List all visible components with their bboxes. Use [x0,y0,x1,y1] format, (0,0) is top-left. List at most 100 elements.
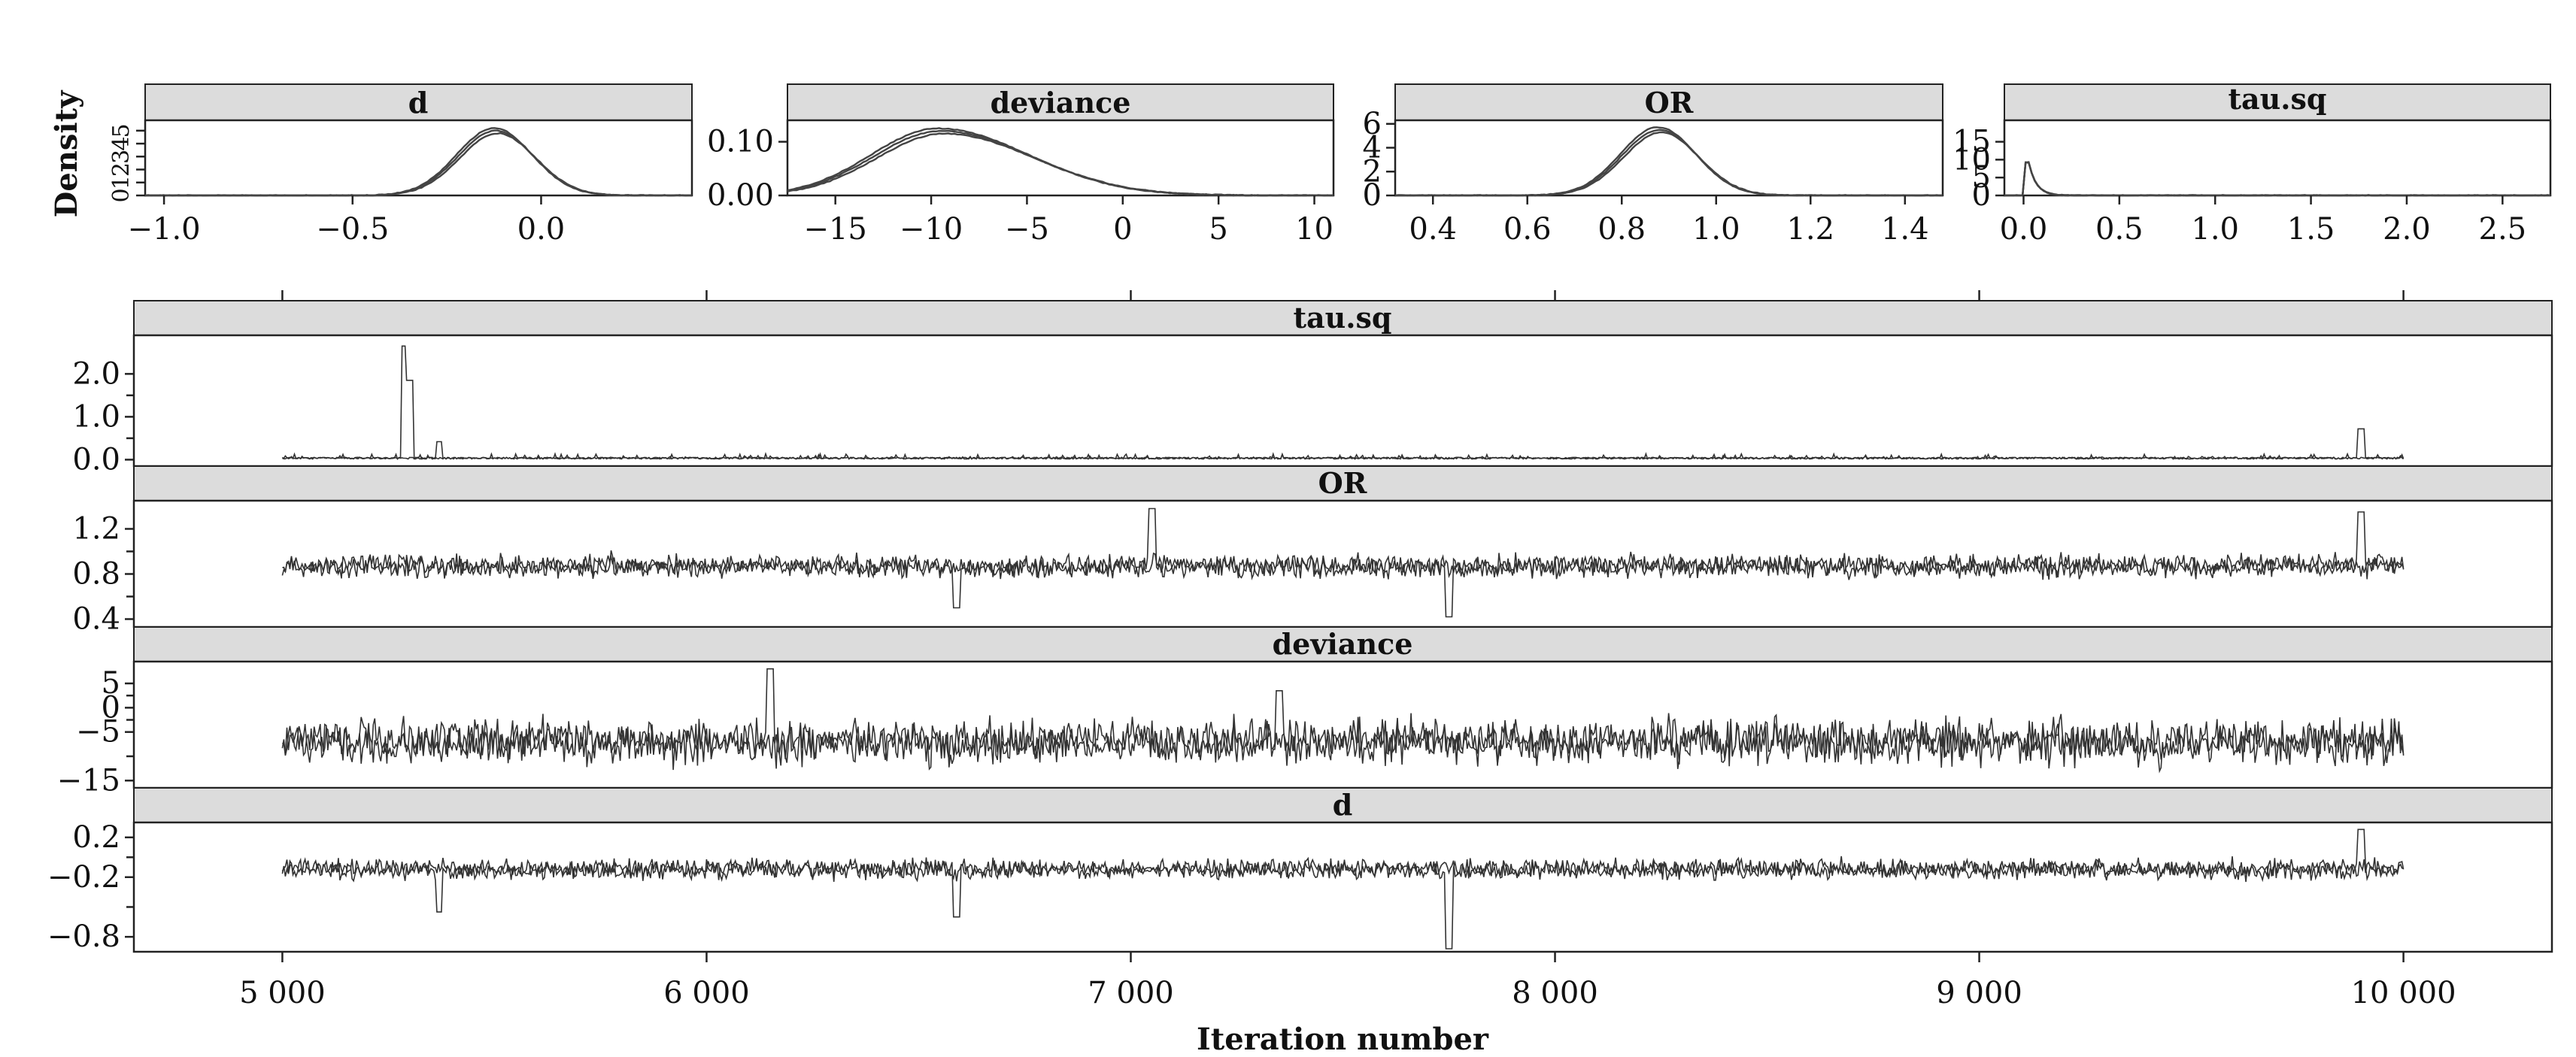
y-tick-label: 0 [1363,178,1382,213]
y-tick-label: 0.0 [72,442,120,477]
x-tick-label: 5 [1209,212,1227,247]
x-tick-label: 6 000 [663,976,750,1010]
strip-label-or: OR [1645,86,1694,120]
plot-frame-or [1394,119,1944,197]
strip-d [144,83,693,121]
x-tick-label: 0.0 [517,212,566,247]
plot-frame-deviance [786,119,1335,197]
density-line [2004,161,2551,197]
y-tick-label: 1.0 [72,399,120,434]
strip-or [1394,83,1943,121]
strip-label-trace-d: d [1333,788,1353,822]
x-tick-label: 7 000 [1088,976,1174,1010]
trace-x-axis: 5 000 6 000 7 000 8 000 9 000 10 000 [239,290,2456,1010]
x-tick-label: −5 [1005,212,1049,247]
density-line [2004,161,2551,197]
y-tick-label: 0.10 [707,125,774,159]
trace-line [282,345,2405,460]
trace-panel-deviance: deviance −15 −505 [57,626,2553,798]
density-line [787,129,1334,197]
y-tick-label: 4 [108,136,135,150]
density-line [144,127,693,197]
y-tick-label: −0.2 [47,860,120,895]
x-tick-label: 0.6 [1503,212,1552,247]
y-tick-label: 2 [108,162,135,177]
y-tick-label: 0 [1972,178,1991,213]
strip-deviance [787,83,1334,121]
strip-trace-or [133,465,2553,501]
density-line [1394,131,1943,197]
strip-label-trace-or: OR [1318,466,1367,500]
x-tick-label: −0.5 [316,212,389,247]
trace-line [281,668,2405,774]
y-tick-label: 0.8 [72,557,120,592]
y-tick-label: 5 [1972,160,1991,195]
strip-label-d: d [408,86,429,120]
y-tick-label: −0.8 [47,919,120,954]
y-tick-label: 2.0 [72,356,120,391]
trace-line [281,713,2405,771]
y-tick-label: 0 [108,188,135,202]
y-tick-label: 3 [108,150,135,164]
density-line [787,132,1334,197]
y-tick-label: 0 [102,690,120,725]
y-tick-label: 1 [108,175,135,189]
y-tick-label: 0.00 [707,178,774,213]
plot-frame-tau-sq [2003,119,2552,197]
trace-line [281,551,2405,580]
strip-tau-sq [2004,83,2551,121]
x-tick-label: 8 000 [1512,976,1598,1010]
x-tick-label: 2.5 [2479,212,2527,247]
y-tick-label: 2 [1363,154,1382,189]
y-tick-label: 0.4 [72,602,120,637]
trace-xlabel: Iteration number [1197,1022,1489,1057]
x-tick-label: 1.0 [2191,212,2239,247]
plot-frame-d [144,119,693,197]
y-tick-label: 6 [1363,107,1382,141]
x-tick-label: −15 [803,212,866,247]
x-tick-label: 0.0 [2000,212,2048,247]
y-tick-label: 0.2 [72,820,120,855]
x-tick-label: 5 000 [239,976,326,1010]
y-tick-label: −15 [57,763,120,798]
x-tick-label: 1.4 [1881,212,1929,247]
x-tick-label: 1.2 [1786,212,1834,247]
trace-line [282,507,2405,618]
trace-line [281,856,2404,883]
y-tick-label: 10 [1952,142,1991,177]
x-tick-label: 0.5 [2095,212,2144,247]
strip-trace-tau-sq [133,300,2553,336]
x-tick-label: −10 [900,212,963,247]
strip-label-trace-tau-sq: tau.sq [1294,301,1392,335]
strip-label-tau-sq: tau.sq [2229,82,2327,116]
density-panel-deviance: deviance −15 −10 −5 0 5 10 0.00 0.10 [707,83,1335,247]
density-line [1394,129,1943,197]
x-tick-label: 0 [1113,212,1132,247]
x-tick-label: 1.5 [2287,212,2335,247]
trace-line [281,828,2405,949]
x-tick-label: 0.4 [1409,212,1457,247]
plot-frame-trace-tau-sq [132,334,2553,468]
strip-trace-deviance [133,626,2553,662]
density-line [1395,126,1943,197]
density-line [787,127,1334,197]
x-tick-label: 0.8 [1597,212,1646,247]
density-line [145,129,693,197]
trace-panel-d: d −0.8 −0.2 0.2 [47,787,2553,954]
trace-panel-or: OR 0.4 0.8 1.2 [72,465,2553,637]
y-tick-label: 5 [108,123,135,138]
x-tick-label: 10 [1295,212,1334,247]
density-ylabel: Density [49,89,84,217]
x-tick-label: 2.0 [2383,212,2431,247]
trace-line [281,452,2405,460]
y-tick-label: −5 [76,715,120,750]
plot-frame-trace-d [132,821,2553,953]
y-tick-label: 5 [102,666,120,701]
density-line [2004,161,2550,197]
strip-label-trace-deviance: deviance [1273,627,1413,661]
x-tick-label: −1.0 [127,212,200,247]
